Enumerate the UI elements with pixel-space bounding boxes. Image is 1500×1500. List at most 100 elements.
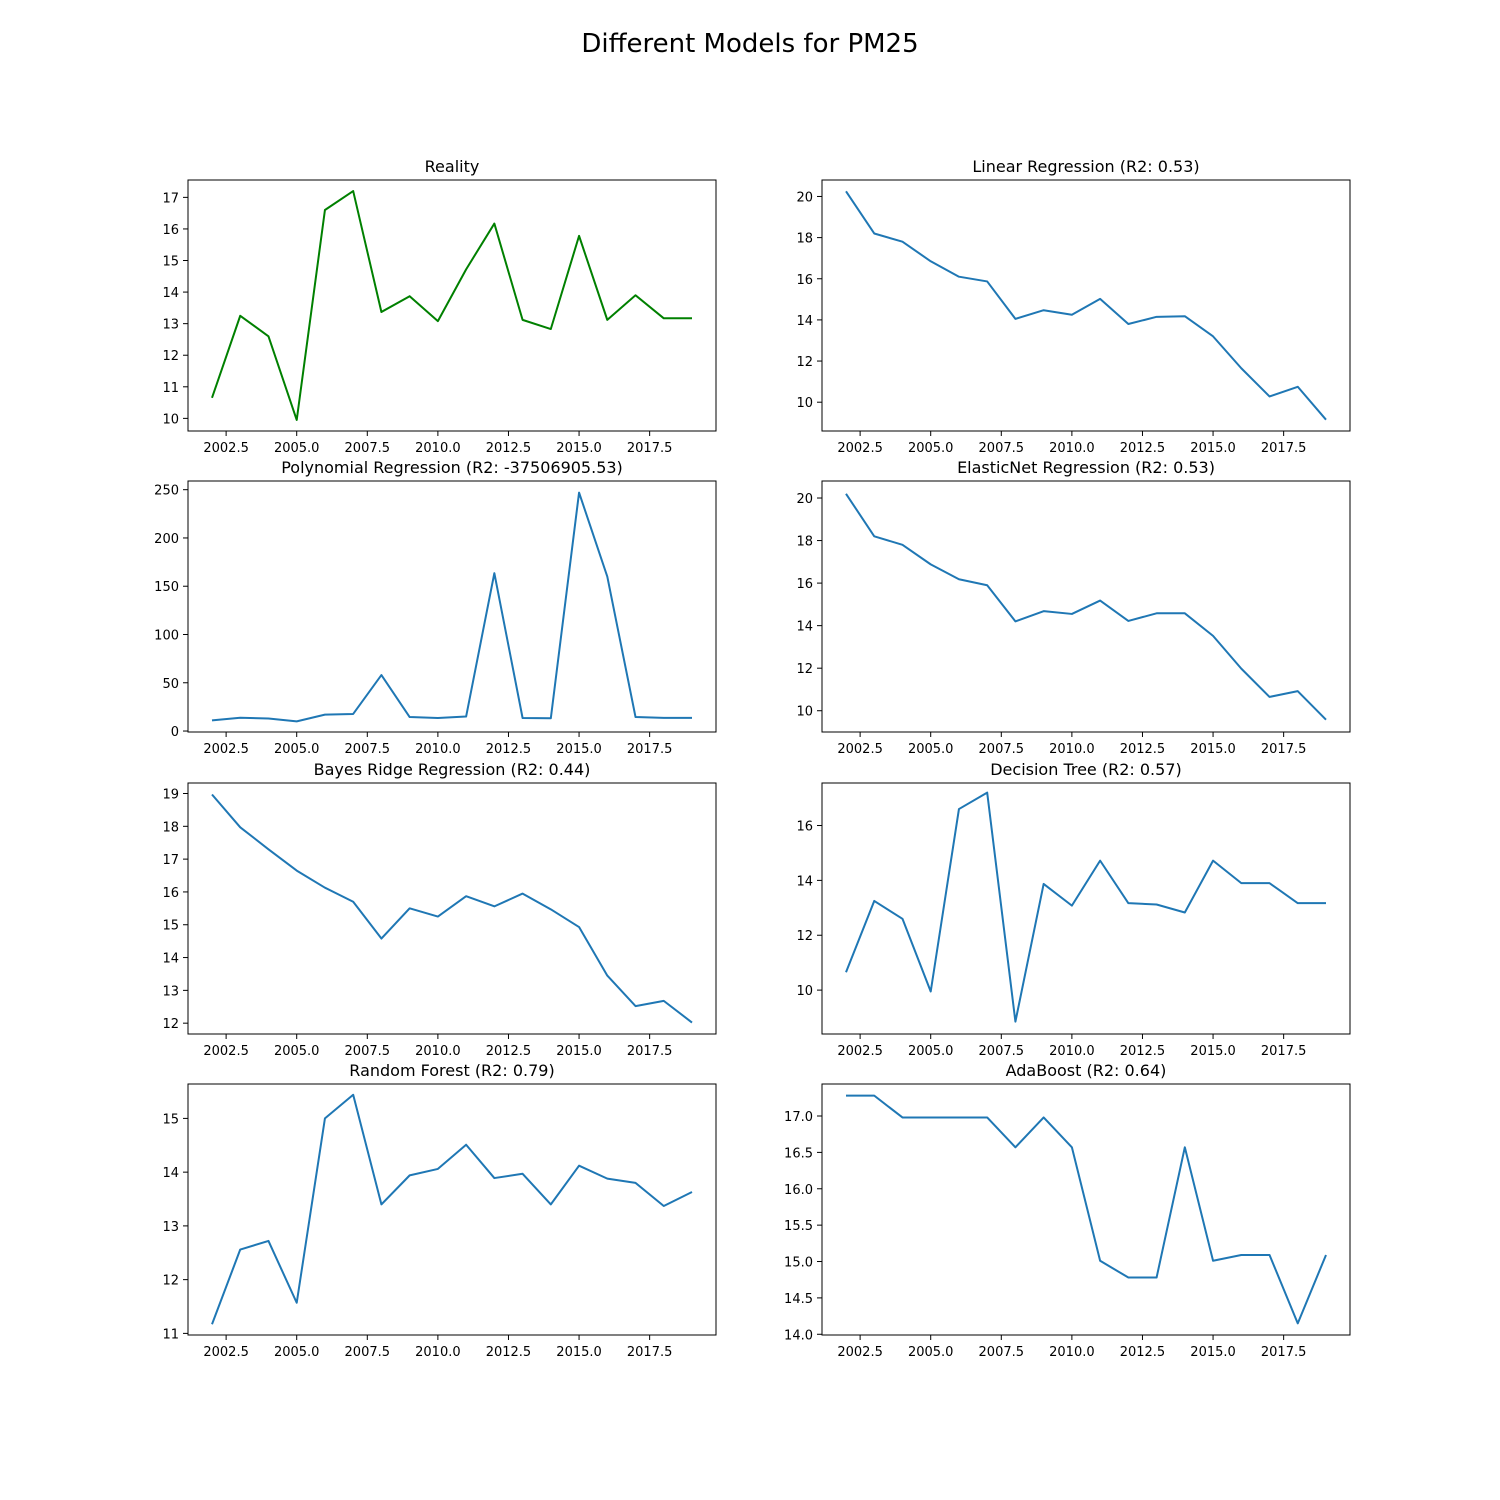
y-tick-label: 17.0 <box>784 1110 813 1125</box>
x-tick-label: 2010.0 <box>1049 1345 1095 1360</box>
x-tick-label: 2005.0 <box>908 742 954 757</box>
x-tick-label: 2002.5 <box>837 1345 883 1360</box>
x-tick-label: 2005.0 <box>274 742 320 757</box>
x-tick-label: 2005.0 <box>274 1044 320 1059</box>
x-tick-label: 2012.5 <box>486 742 532 757</box>
x-tick-label: 2007.5 <box>345 1345 391 1360</box>
x-tick-label: 2002.5 <box>203 742 249 757</box>
subplot-title: Reality <box>425 157 480 176</box>
axes-frame <box>821 1083 1351 1336</box>
subplot-5: Bayes Ridge Regression (R2: 0.44) 2002.5 2… <box>162 760 717 1059</box>
y-tick-label: 16 <box>796 577 813 592</box>
x-tick-label: 2002.5 <box>837 1044 883 1059</box>
y-tick-label: 12 <box>796 662 813 677</box>
x-tick-label: 2010.0 <box>415 1345 461 1360</box>
y-tick-label: 50 <box>162 677 179 692</box>
y-tick-label: 14.5 <box>784 1292 813 1307</box>
y-tick-label: 12 <box>796 355 813 370</box>
subplot-3: Polynomial Regression (R2: -37506905.53)… <box>154 458 717 757</box>
y-tick-label: 16 <box>162 223 179 238</box>
axes-frame <box>821 782 1351 1035</box>
x-tick-label: 2002.5 <box>837 742 883 757</box>
x-tick-label: 2007.5 <box>979 1345 1025 1360</box>
series-line <box>845 190 1327 421</box>
y-tick-label: 15 <box>162 255 179 270</box>
x-tick-label: 2010.0 <box>1049 1044 1095 1059</box>
y-tick-label: 18 <box>796 232 813 247</box>
axes-frame <box>187 179 717 432</box>
y-tick-label: 16 <box>796 273 813 288</box>
x-tick-label: 2007.5 <box>345 742 391 757</box>
y-tick-label: 16 <box>796 820 813 835</box>
series-line <box>211 1093 693 1325</box>
series-line <box>211 190 692 421</box>
y-tick-label: 13 <box>162 318 179 333</box>
axes-frame <box>187 480 717 733</box>
y-tick-label: 100 <box>154 628 179 643</box>
subplot-4: ElasticNet Regression (R2: 0.53) 2002.5 20… <box>796 458 1351 757</box>
y-tick-label: 12 <box>796 929 813 944</box>
subplot-title: Bayes Ridge Regression (R2: 0.44) <box>314 760 591 779</box>
subplot-title: Random Forest (R2: 0.79) <box>349 1061 554 1080</box>
y-tick-label: 16 <box>162 886 179 901</box>
y-tick-label: 15 <box>162 919 179 934</box>
x-tick-label: 2007.5 <box>345 441 391 456</box>
x-tick-label: 2017.5 <box>627 1345 673 1360</box>
y-tick-label: 14 <box>162 952 179 967</box>
y-tick-label: 200 <box>154 532 179 547</box>
x-tick-label: 2017.5 <box>1261 1345 1307 1360</box>
x-tick-label: 2007.5 <box>345 1044 391 1059</box>
subplot-8: AdaBoost (R2: 0.64) 2002.5 2005.0 2007.5 201… <box>784 1061 1351 1360</box>
x-tick-label: 2015.0 <box>556 441 602 456</box>
x-tick-label: 2017.5 <box>627 441 673 456</box>
figure-suptitle: Different Models for PM25 <box>581 29 918 59</box>
y-tick-label: 12 <box>162 1017 179 1032</box>
x-tick-label: 2015.0 <box>1190 1345 1236 1360</box>
y-tick-label: 14 <box>162 286 179 301</box>
series-line <box>211 491 692 723</box>
y-tick-label: 150 <box>154 580 179 595</box>
x-tick-label: 2007.5 <box>979 1044 1025 1059</box>
x-tick-label: 2015.0 <box>1190 441 1236 456</box>
y-tick-label: 14 <box>796 314 813 329</box>
y-tick-label: 15.5 <box>784 1219 813 1234</box>
x-tick-label: 2010.0 <box>415 742 461 757</box>
y-tick-label: 12 <box>162 1274 179 1289</box>
y-tick-label: 10 <box>162 412 179 427</box>
subplot-1: Reality 2002.5 2005.0 2007.5 2010.0 2012.5 201… <box>162 157 717 456</box>
series-line <box>845 791 1326 1023</box>
x-tick-label: 2012.5 <box>1120 1044 1166 1059</box>
x-tick-label: 2005.0 <box>274 441 320 456</box>
x-tick-label: 2010.0 <box>1049 742 1095 757</box>
x-tick-label: 2012.5 <box>486 1044 532 1059</box>
y-tick-label: 20 <box>796 190 813 205</box>
x-tick-label: 2005.0 <box>908 1345 954 1360</box>
x-tick-label: 2017.5 <box>627 742 673 757</box>
x-tick-label: 2017.5 <box>627 1044 673 1059</box>
series-line <box>211 793 693 1024</box>
y-tick-label: 18 <box>796 535 813 550</box>
x-tick-label: 2007.5 <box>979 441 1025 456</box>
series-line <box>846 1094 1327 1325</box>
y-tick-label: 14 <box>796 620 813 635</box>
x-tick-label: 2015.0 <box>1190 742 1236 757</box>
axes-frame <box>821 179 1351 432</box>
x-tick-label: 2012.5 <box>486 441 532 456</box>
y-tick-label: 250 <box>154 484 179 499</box>
x-tick-label: 2002.5 <box>203 1044 249 1059</box>
y-tick-label: 13 <box>162 1220 179 1235</box>
x-tick-label: 2007.5 <box>979 742 1025 757</box>
x-tick-label: 2012.5 <box>1120 1345 1166 1360</box>
axes-frame <box>187 1083 717 1336</box>
y-tick-label: 15 <box>162 1112 179 1127</box>
series-line <box>845 493 1327 721</box>
x-tick-label: 2015.0 <box>556 1044 602 1059</box>
x-tick-label: 2012.5 <box>1120 441 1166 456</box>
x-tick-label: 2017.5 <box>1261 742 1307 757</box>
y-tick-label: 16.0 <box>784 1183 813 1198</box>
y-tick-label: 19 <box>162 787 179 802</box>
x-tick-label: 2010.0 <box>415 441 461 456</box>
x-tick-label: 2015.0 <box>1190 1044 1236 1059</box>
y-tick-label: 14 <box>162 1166 179 1181</box>
